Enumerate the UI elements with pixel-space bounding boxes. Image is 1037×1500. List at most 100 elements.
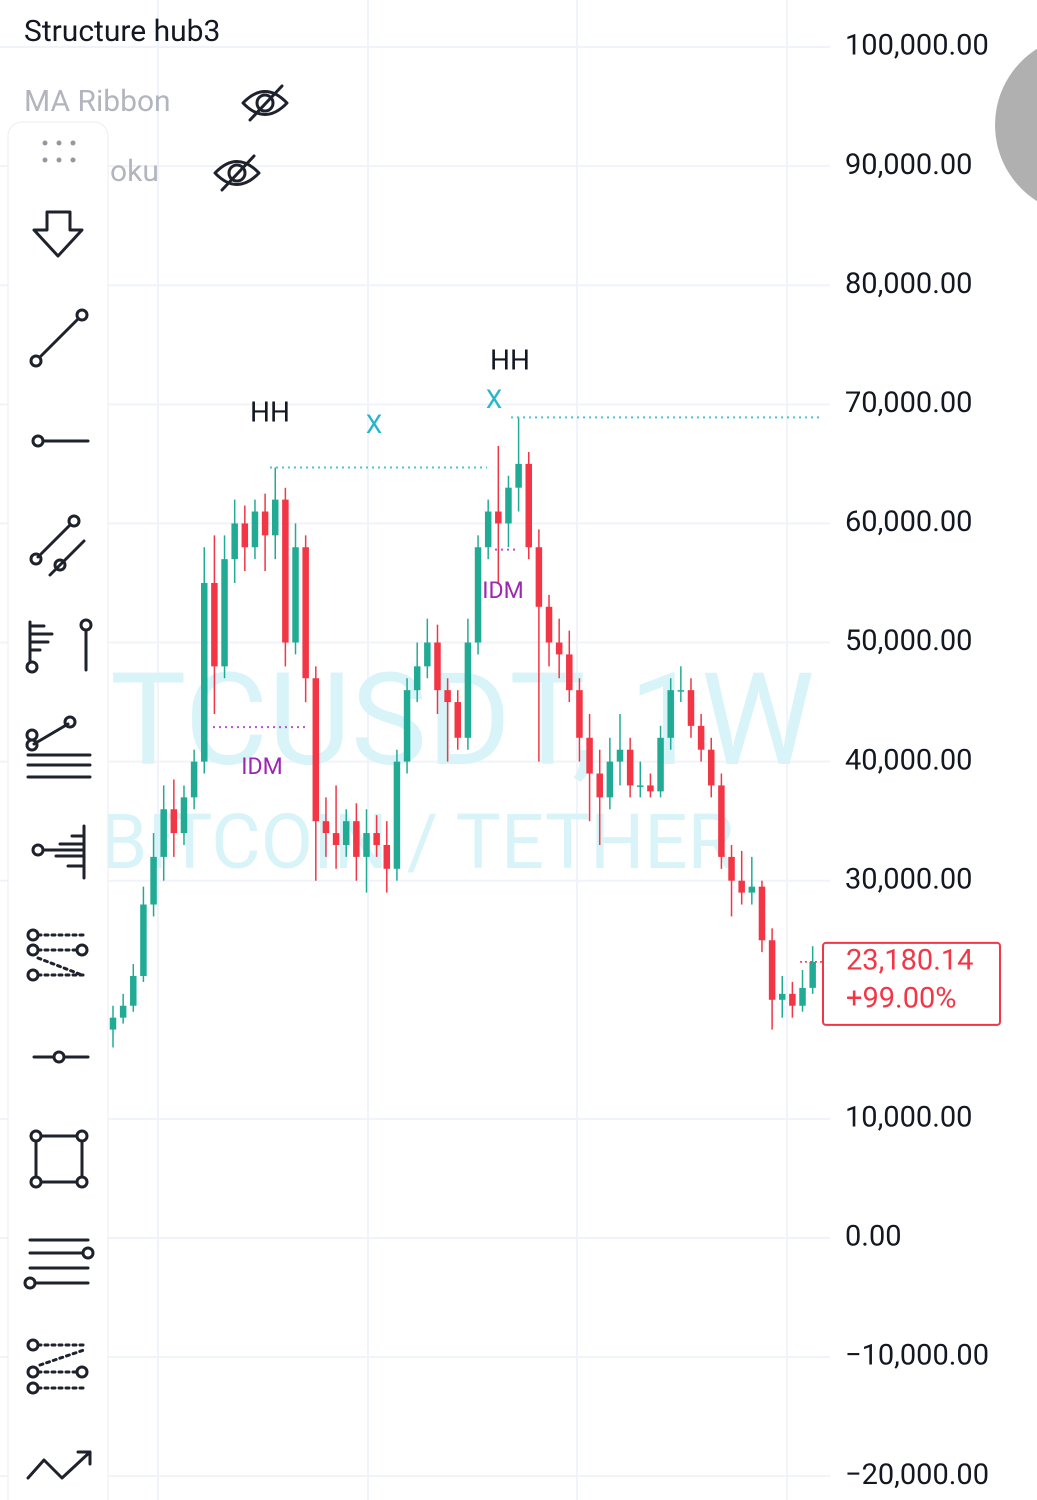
candle-body	[160, 809, 167, 857]
ray-tool[interactable]	[31, 434, 90, 448]
candle-body	[637, 785, 644, 787]
hidden-indicator: MA Ribbon	[24, 84, 171, 119]
candle-body	[748, 886, 756, 893]
structure-label: HH	[250, 395, 290, 428]
y-tick-label: 0.00	[845, 1220, 902, 1254]
candle-body	[626, 749, 634, 786]
y-tick-label: 50,000.00	[845, 624, 972, 658]
candle-body	[505, 487, 512, 524]
candle-body	[708, 749, 715, 786]
candle-body	[444, 690, 451, 703]
y-tick-label: 100,000.00	[845, 29, 989, 63]
candle-body	[221, 559, 228, 667]
horizontal-line-tool[interactable]	[32, 1050, 90, 1064]
candle-body	[282, 499, 289, 643]
indicator-name: Structure hub3	[24, 14, 220, 49]
watermark-symbol: TCUSDT, 1W	[110, 646, 814, 796]
y-tick-label: 60,000.00	[845, 505, 972, 539]
y-tick-label: 10,000.00	[845, 1101, 972, 1135]
candle-body	[606, 761, 614, 798]
candle-body	[140, 904, 147, 976]
candle-body	[495, 511, 502, 524]
marker: X	[486, 385, 502, 415]
last-price-box	[822, 941, 1001, 1026]
candle-body	[718, 785, 725, 857]
path-tool[interactable]	[26, 1450, 92, 1480]
candle-body	[799, 987, 806, 1006]
collapse-tool[interactable]	[32, 210, 84, 258]
structure-label: IDM	[482, 577, 523, 604]
candle-body	[413, 666, 421, 691]
rectangle-tool[interactable]	[29, 1129, 89, 1189]
candle-body	[241, 523, 249, 548]
candle-body	[231, 523, 238, 560]
grid	[0, 0, 830, 1500]
eye-off-icon[interactable]	[241, 84, 289, 122]
drag-handle[interactable]	[42, 140, 76, 163]
candle-body	[545, 606, 553, 643]
candle-body	[687, 690, 695, 726]
y-tick-label: 90,000.00	[845, 148, 972, 182]
y-tick-label: 30,000.00	[845, 862, 972, 896]
fib-tool[interactable]	[25, 715, 92, 779]
candle-body	[109, 1017, 117, 1030]
hidden-indicator: oku	[110, 154, 159, 189]
structure-label: HH	[490, 343, 530, 376]
candle-body	[596, 773, 603, 798]
candle-body	[312, 678, 320, 822]
candle-body	[586, 737, 593, 774]
y-tick-label: −10,000.00	[845, 1339, 989, 1373]
candle-body	[778, 993, 786, 1000]
candle-body	[130, 975, 137, 1006]
price-change: +99.00%	[846, 982, 957, 1016]
marker: X	[366, 410, 382, 440]
fib-extension-tool[interactable]	[26, 1338, 89, 1395]
candle-body	[677, 690, 685, 692]
candle-body	[170, 809, 178, 834]
candle-body	[180, 797, 188, 834]
candle-body	[758, 886, 766, 941]
last-price: 23,180.14	[846, 944, 973, 978]
floating-button[interactable]	[995, 35, 1037, 215]
candle-body	[667, 690, 674, 738]
trend-line-tool[interactable]	[29, 308, 89, 368]
candle-body	[150, 856, 157, 905]
candle-body	[697, 725, 705, 750]
candle-body	[322, 821, 330, 834]
structure-label: IDM	[241, 753, 282, 780]
candle-body	[261, 511, 269, 536]
plot	[109, 416, 823, 1048]
candle-body	[525, 463, 532, 548]
candle-body	[201, 582, 208, 762]
candle-body	[332, 833, 340, 845]
candle-body	[119, 1005, 127, 1018]
lines-tool[interactable]	[23, 1238, 95, 1290]
candle-body	[251, 511, 259, 548]
candle-body	[271, 499, 279, 536]
candle-body	[190, 761, 198, 798]
candle-body	[464, 642, 472, 738]
candle-body	[657, 737, 664, 792]
candle-body	[809, 961, 816, 988]
toolbar-panel	[7, 121, 109, 1500]
volume-tool[interactable]	[31, 824, 86, 880]
candle-body	[434, 642, 441, 691]
candle-body	[454, 702, 462, 738]
y-tick-label: 80,000.00	[845, 267, 972, 301]
volume-profile-tool[interactable]	[25, 618, 93, 674]
candle-body	[576, 690, 583, 738]
candle-body	[616, 749, 624, 762]
parallel-channel-tool[interactable]	[29, 514, 86, 577]
candle-body	[474, 547, 482, 643]
candle-body	[647, 785, 654, 792]
candle-body	[292, 547, 299, 643]
eye-off-icon[interactable]	[213, 154, 261, 192]
pattern-tool[interactable]	[26, 928, 89, 982]
candle-body	[728, 856, 735, 881]
y-tick-label: −20,000.00	[845, 1458, 989, 1492]
candle-body	[383, 844, 391, 869]
candle-body	[353, 821, 360, 857]
candle-body	[515, 463, 522, 488]
candle-body	[484, 511, 492, 548]
